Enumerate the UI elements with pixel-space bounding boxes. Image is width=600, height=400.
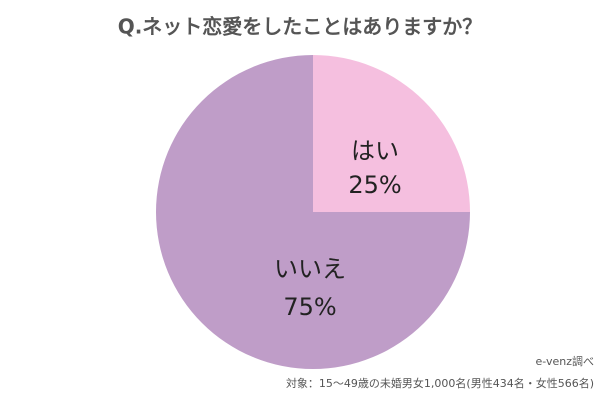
source: e-venz調べ [536,354,594,368]
slice-label: いいえ [274,255,346,283]
value-label: 25% [348,171,401,199]
slice-label: はい [351,137,399,165]
pie-slice [156,55,470,369]
note: 対象：15〜49歳の未婚男女1,000名(男性434名・女性566名) [286,376,594,390]
chart-title: Q.ネット恋愛をしたことはありますか？ [118,15,483,39]
pie [156,55,470,369]
pie-slice [313,55,470,212]
value-label: 75% [283,293,336,321]
